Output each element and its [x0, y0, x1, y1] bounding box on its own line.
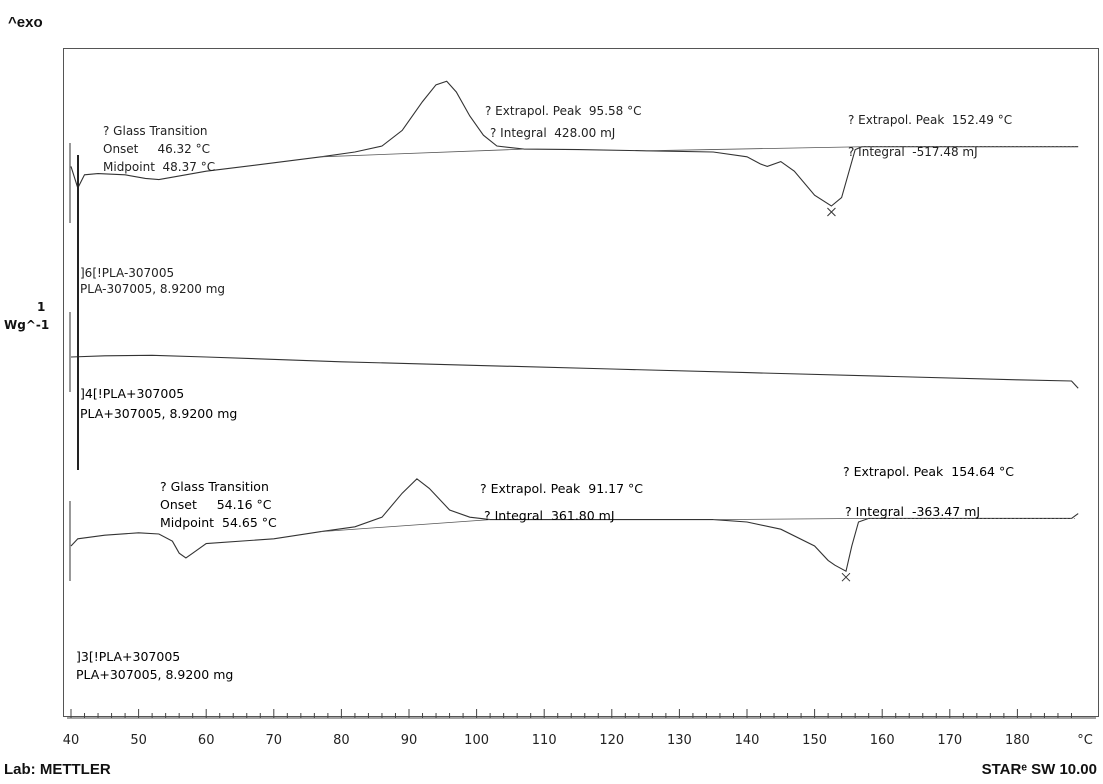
integral-label-3b: ? Integral -363.47 mJ: [845, 504, 981, 519]
series-line-3: [70, 478, 1079, 573]
x-tick-label: 150: [802, 733, 827, 748]
peak-label-1a: ? Extrapol. Peak 95.58 °C: [485, 104, 642, 118]
x-tick-label: 120: [599, 733, 624, 748]
glass-onset-3: Onset 54.16 °C: [160, 497, 272, 512]
peak-label-3a: ? Extrapol. Peak 91.17 °C: [480, 481, 643, 496]
x-tick-label: 160: [870, 733, 895, 748]
series-name-2: ]4[!PLA+307005: [80, 386, 185, 401]
x-tick-label: 70: [266, 733, 283, 748]
integration-baseline: [321, 148, 524, 158]
series-sample-1: PLA-307005, 8.9200 mg: [80, 282, 226, 296]
integration-baseline: [645, 146, 862, 152]
series-sample-3: PLA+307005, 8.9200 mg: [76, 667, 234, 682]
dsc-chart: 40 50 60 70 80 90 100 110 120 130 140 150 160 170 180 °…: [63, 80, 1096, 748]
x-tick-label: 170: [937, 733, 962, 748]
x-tick-label: 140: [735, 733, 760, 748]
x-tick-label: 50: [130, 733, 147, 748]
series-name-1: ]6[!PLA-307005: [80, 266, 175, 280]
x-tick-label: 40: [63, 733, 80, 748]
y-scale-value: 1: [37, 300, 46, 314]
glass-midpoint-3: Midpoint 54.65 °C: [160, 515, 277, 530]
software-version: STARᵉ SW 10.00: [981, 761, 1097, 778]
x-tick-label: 60: [198, 733, 215, 748]
series-line-2: [70, 354, 1079, 389]
x-tick-label: 90: [401, 733, 418, 748]
peak-marker: [841, 572, 851, 582]
peak-label-3b: ? Extrapol. Peak 154.64 °C: [843, 464, 1014, 479]
peak-marker: [827, 207, 836, 217]
integral-label-3a: ? Integral 361.80 mJ: [484, 508, 615, 523]
y-scale-unit: Wg^-1: [4, 318, 50, 332]
glass-transition-label-1: ? Glass Transition: [103, 124, 208, 138]
series-sample-2: PLA+307005, 8.9200 mg: [80, 406, 238, 421]
x-tick-label: 110: [532, 733, 557, 748]
x-tick-label: 100: [464, 733, 489, 748]
peak-label-1b: ? Extrapol. Peak 152.49 °C: [848, 113, 1013, 127]
x-tick-label: 80: [333, 733, 350, 748]
x-tick-label: °C: [1077, 733, 1093, 748]
series-line-1: [70, 80, 1079, 207]
series-name-3: ]3[!PLA+307005: [76, 649, 181, 664]
integration-baseline: [321, 519, 491, 532]
plot-frame: [63, 48, 1099, 717]
exo-direction-label: ^exo: [8, 14, 43, 31]
glass-midpoint-1: Midpoint 48.37 °C: [103, 160, 216, 174]
lab-label: Lab: METTLER: [4, 761, 111, 778]
x-tick-label: 130: [667, 733, 692, 748]
integral-label-1a: ? Integral 428.00 mJ: [490, 126, 616, 140]
glass-onset-1: Onset 46.32 °C: [103, 142, 211, 156]
integral-label-1b: ? Integral -517.48 mJ: [848, 145, 978, 159]
x-tick-label: 180: [1005, 733, 1030, 748]
glass-transition-label-3: ? Glass Transition: [160, 479, 269, 494]
integration-baseline: [713, 518, 869, 520]
